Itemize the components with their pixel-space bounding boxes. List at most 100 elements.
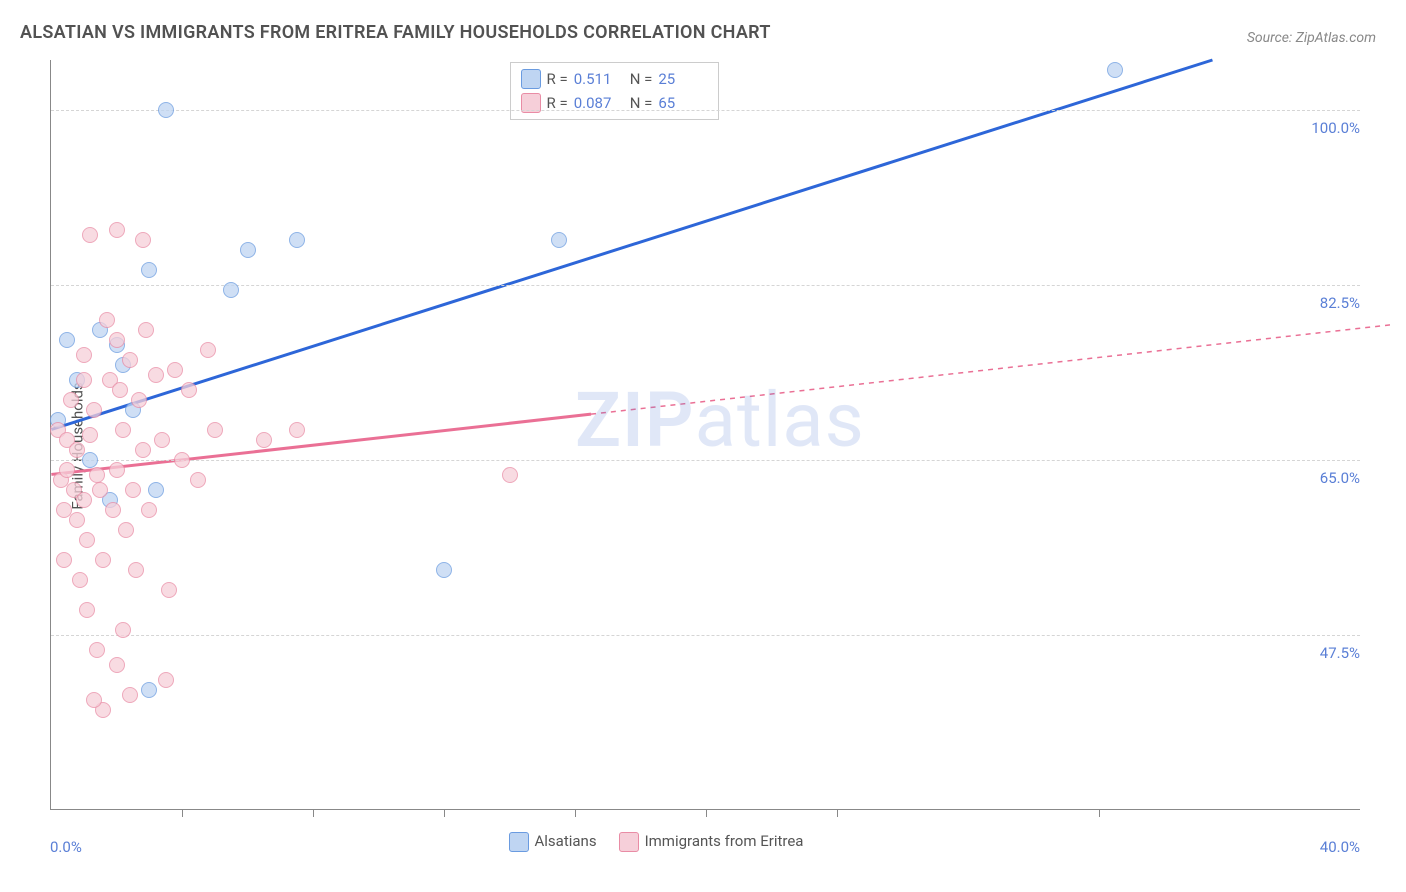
source-attribution: Source: ZipAtlas.com [1247, 30, 1376, 46]
data-point [92, 482, 108, 498]
data-point [79, 532, 95, 548]
legend-n-value: 25 [658, 70, 708, 88]
trend-line [51, 414, 591, 474]
x-tick [444, 809, 445, 817]
data-point [109, 657, 125, 673]
x-tick-label: 40.0% [1320, 838, 1360, 856]
data-point [76, 492, 92, 508]
x-tick [313, 809, 314, 817]
data-point [135, 442, 151, 458]
data-point [122, 352, 138, 368]
data-point [161, 582, 177, 598]
data-point [82, 227, 98, 243]
data-point [141, 682, 157, 698]
data-point [56, 552, 72, 568]
data-point [551, 232, 567, 248]
data-point [138, 322, 154, 338]
x-tick [837, 809, 838, 817]
data-point [99, 312, 115, 328]
data-point [289, 422, 305, 438]
legend-item: Immigrants from Eritrea [619, 832, 804, 852]
data-point [158, 672, 174, 688]
data-point [89, 642, 105, 658]
data-point [82, 427, 98, 443]
data-point [174, 452, 190, 468]
data-point [63, 392, 79, 408]
data-point [69, 512, 85, 528]
data-point [289, 232, 305, 248]
correlation-legend: R = 0.511 N = 25 R =0.087N =65 [510, 62, 720, 120]
legend-swatch [619, 832, 639, 852]
data-point [86, 402, 102, 418]
data-point [135, 232, 151, 248]
data-point [59, 332, 75, 348]
data-point [436, 562, 452, 578]
data-point [181, 382, 197, 398]
x-tick [1099, 809, 1100, 817]
data-point [76, 372, 92, 388]
legend-swatch [521, 69, 541, 89]
trend-lines-layer [51, 60, 1360, 809]
data-point [148, 482, 164, 498]
data-point [131, 392, 147, 408]
x-tick [706, 809, 707, 817]
data-point [109, 462, 125, 478]
data-point [118, 522, 134, 538]
trend-line-projected [591, 325, 1392, 415]
legend-label: Immigrants from Eritrea [645, 832, 804, 850]
gridline [51, 110, 1360, 111]
legend-r-label: R = [547, 70, 568, 88]
data-point [158, 102, 174, 118]
x-tick-label: 0.0% [50, 838, 82, 856]
data-point [207, 422, 223, 438]
data-point [167, 362, 183, 378]
data-point [112, 382, 128, 398]
data-point [122, 687, 138, 703]
data-point [109, 332, 125, 348]
data-point [125, 482, 141, 498]
data-point [105, 502, 121, 518]
data-point [76, 347, 92, 363]
data-point [86, 692, 102, 708]
data-point [95, 552, 111, 568]
data-point [502, 467, 518, 483]
gridline [51, 635, 1360, 636]
data-point [89, 467, 105, 483]
legend-swatch [509, 832, 529, 852]
data-point [69, 442, 85, 458]
x-tick [182, 809, 183, 817]
data-point [256, 432, 272, 448]
y-tick-label: 47.5% [1316, 644, 1364, 662]
data-point [72, 572, 88, 588]
data-point [154, 432, 170, 448]
data-point [141, 262, 157, 278]
data-point [82, 452, 98, 468]
data-point [115, 422, 131, 438]
data-point [79, 602, 95, 618]
data-point [1107, 62, 1123, 78]
data-point [223, 282, 239, 298]
series-legend: Alsatians Immigrants from Eritrea [509, 832, 804, 852]
y-tick-label: 65.0% [1316, 469, 1364, 487]
gridline [51, 460, 1360, 461]
chart-plot-area: ZIPatlas R =0.511N =25R =0.087N =65 100.… [50, 60, 1360, 810]
legend-row: R =0.087N =65 [521, 91, 709, 115]
chart-title: ALSATIAN VS IMMIGRANTS FROM ERITREA FAMI… [20, 22, 771, 43]
legend-n-label: N = [630, 70, 653, 88]
data-point [240, 242, 256, 258]
legend-label: Alsatians [535, 832, 597, 850]
y-tick-label: 82.5% [1316, 294, 1364, 312]
data-point [141, 502, 157, 518]
data-point [200, 342, 216, 358]
legend-row: R = 0.511 N = 25 [521, 67, 709, 91]
legend-r-value: 0.511 [574, 70, 624, 88]
data-point [128, 562, 144, 578]
data-point [59, 462, 75, 478]
y-tick-label: 100.0% [1307, 119, 1364, 137]
data-point [190, 472, 206, 488]
data-point [115, 622, 131, 638]
gridline [51, 285, 1360, 286]
data-point [148, 367, 164, 383]
x-tick [575, 809, 576, 817]
legend-item: Alsatians [509, 832, 597, 852]
